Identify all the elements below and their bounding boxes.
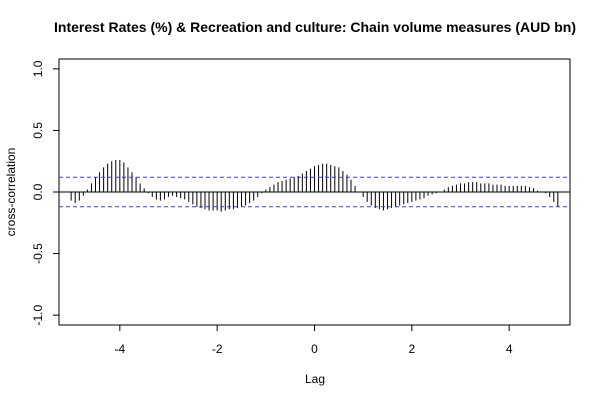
y-axis-label: cross-correlation <box>4 148 18 237</box>
chart-title: Interest Rates (%) & Recreation and cult… <box>54 19 576 35</box>
confidence-bounds <box>59 176 570 208</box>
x-axis: -4 -2 0 2 4 <box>114 325 513 356</box>
y-tick-label: 0.5 <box>31 122 45 139</box>
x-tick-label: -2 <box>212 342 223 356</box>
x-axis-label: Lag <box>305 372 325 386</box>
x-tick-label: 4 <box>506 342 513 356</box>
y-tick-label: -0.5 <box>31 243 45 264</box>
y-tick-label: 0.0 <box>31 183 45 200</box>
ccf-bars <box>70 159 559 212</box>
x-tick-label: 2 <box>408 342 415 356</box>
y-tick-label: -1.0 <box>31 304 45 325</box>
x-tick-label: 0 <box>311 342 318 356</box>
y-axis: -1.0 -0.5 0.0 0.5 1.0 <box>31 60 59 325</box>
x-tick-label: -4 <box>114 342 125 356</box>
y-tick-label: 1.0 <box>31 60 45 77</box>
